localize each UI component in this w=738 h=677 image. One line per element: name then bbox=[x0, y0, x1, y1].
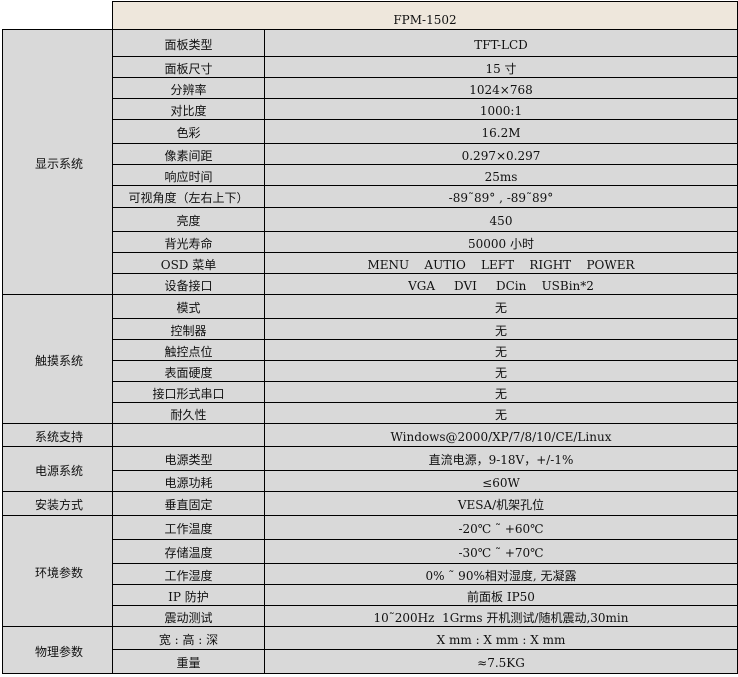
spec-row: 分辨率 1024×768 bbox=[3, 77, 738, 99]
spec-value: 0% ˜ 90%相对湿度, 无凝露 bbox=[264, 563, 738, 585]
spec-label bbox=[112, 423, 265, 447]
spec-row: 表面硬度无 bbox=[3, 360, 738, 382]
spec-label: 工作温度 bbox=[112, 515, 265, 540]
spec-value: 10˜200Hz 1Grms 开机测试/随机震动,30min bbox=[264, 605, 738, 627]
group-label: 电源系统 bbox=[2, 446, 113, 492]
spec-row: IP 防护 前面板 IP50 bbox=[3, 584, 738, 606]
spec-label: 触控点位 bbox=[112, 339, 265, 361]
spec-value: 1024×768 bbox=[264, 77, 738, 99]
spec-row: 显示系统 面板类型 TFT-LCD bbox=[2, 29, 738, 295]
spec-row: 工作湿度 0% ˜ 90%相对湿度, 无凝露 bbox=[3, 563, 738, 585]
spec-label: 面板类型 bbox=[112, 29, 265, 57]
spec-row: 电源系统 电源类型 直流电源，9-18V，+/-1% bbox=[2, 446, 738, 492]
spec-label: 重量 bbox=[112, 649, 265, 674]
spec-label: 存储温度 bbox=[112, 539, 265, 564]
spec-value: 无 bbox=[264, 381, 738, 403]
spec-label: 对比度 bbox=[112, 98, 265, 120]
spec-label: 表面硬度 bbox=[112, 360, 265, 382]
spec-value: 50000 小时 bbox=[264, 231, 738, 253]
spec-value: Windows@2000/XP/7/8/10/CE/Linux bbox=[264, 423, 738, 447]
spec-value: 直流电源，9-18V，+/-1% bbox=[264, 446, 738, 471]
group-label: 触摸系统 bbox=[2, 294, 113, 424]
spec-value: TFT-LCD bbox=[264, 29, 738, 57]
spec-value: VGA DVI DCin USBin*2 bbox=[264, 273, 738, 295]
spec-value: 无 bbox=[264, 360, 738, 382]
spec-value: 0.297×0.297 bbox=[264, 143, 738, 165]
spec-row: 电源功耗 ≤60W bbox=[3, 470, 738, 492]
group-label: 环境参数 bbox=[2, 515, 113, 627]
spec-label: 电源功耗 bbox=[112, 470, 265, 492]
spec-row: 重量 ≈7.5KG bbox=[3, 649, 738, 674]
spec-label: 像素间距 bbox=[112, 143, 265, 165]
spec-row: 系统支持 Windows@2000/XP/7/8/10/CE/Linux bbox=[2, 423, 738, 447]
spec-row: 面板尺寸 15 寸 bbox=[3, 56, 738, 78]
spec-row: 响应时间 25ms bbox=[3, 164, 738, 186]
spec-row: 背光寿命 50000 小时 bbox=[3, 231, 738, 253]
group-label: 物理参数 bbox=[2, 626, 113, 674]
spec-value: 16.2M bbox=[264, 119, 738, 144]
spec-row: OSD 菜单 MENU AUTIO LEFT RIGHT POWER bbox=[3, 252, 738, 274]
spec-row: 触摸系统 模式无 bbox=[2, 294, 738, 424]
model-name: FPM-1502 bbox=[112, 1, 738, 30]
spec-label: 色彩 bbox=[112, 119, 265, 144]
spec-row: 触控点位无 bbox=[3, 339, 738, 361]
spec-row: 存储温度 -30℃ ˜ +70℃ bbox=[3, 539, 738, 564]
spec-label: 垂直固定 bbox=[112, 491, 265, 516]
spec-row: 像素间距 0.297×0.297 bbox=[3, 143, 738, 165]
spec-label: 响应时间 bbox=[112, 164, 265, 186]
spec-value: 无 bbox=[264, 339, 738, 361]
spec-label: 宽 : 高 : 深 bbox=[112, 626, 265, 650]
spec-row: 接口形式串口无 bbox=[3, 381, 738, 403]
spec-label: 背光寿命 bbox=[112, 231, 265, 253]
spec-value: 15 寸 bbox=[264, 56, 738, 78]
spec-row: 震动测试 10˜200Hz 1Grms 开机测试/随机震动,30min bbox=[3, 605, 738, 627]
spec-value: 25ms bbox=[264, 164, 738, 186]
group-label: 显示系统 bbox=[2, 29, 113, 295]
spec-value: X mm : X mm : X mm bbox=[264, 626, 738, 650]
spec-label: 耐久性 bbox=[112, 402, 265, 424]
spec-label: 工作湿度 bbox=[112, 563, 265, 585]
spec-value: ≤60W bbox=[264, 470, 738, 492]
spec-row: 色彩 16.2M bbox=[3, 119, 738, 144]
spec-row: 环境参数 工作温度 -20℃ ˜ +60℃ bbox=[2, 515, 738, 627]
spec-value: 前面板 IP50 bbox=[264, 584, 738, 606]
spec-row: 安装方式 垂直固定 VESA/机架孔位 bbox=[2, 491, 738, 516]
spec-row: 可视角度（左右上下） -89˜89° , -89˜89° bbox=[3, 185, 738, 208]
spec-label: 震动测试 bbox=[112, 605, 265, 627]
spec-value: 无 bbox=[264, 402, 738, 424]
spec-label: 亮度 bbox=[112, 207, 265, 232]
spec-label: OSD 菜单 bbox=[112, 252, 265, 274]
spec-row: 设备接口 VGA DVI DCin USBin*2 bbox=[3, 273, 738, 295]
spec-value: -20℃ ˜ +60℃ bbox=[264, 515, 738, 540]
spec-row: 亮度 450 bbox=[3, 207, 738, 232]
spec-row: 控制器无 bbox=[3, 318, 738, 340]
spec-value: -89˜89° , -89˜89° bbox=[264, 185, 738, 208]
spec-value: 450 bbox=[264, 207, 738, 232]
spec-label: 设备接口 bbox=[112, 273, 265, 295]
spec-value: -30℃ ˜ +70℃ bbox=[264, 539, 738, 564]
spec-label: 模式 bbox=[112, 294, 265, 319]
spec-row: 对比度 1000:1 bbox=[3, 98, 738, 120]
group-label: 系统支持 bbox=[2, 423, 113, 447]
header-row: FPM-1502 bbox=[2, 1, 738, 30]
spec-label: 电源类型 bbox=[112, 446, 265, 471]
blank-corner bbox=[2, 1, 113, 30]
group-label: 安装方式 bbox=[2, 491, 113, 516]
spec-label: 可视角度（左右上下） bbox=[112, 185, 265, 208]
spec-label: 接口形式串口 bbox=[112, 381, 265, 403]
spec-row: 耐久性无 bbox=[3, 402, 738, 424]
spec-label: 分辨率 bbox=[112, 77, 265, 99]
spec-value: 1000:1 bbox=[264, 98, 738, 120]
spec-value: VESA/机架孔位 bbox=[264, 491, 738, 516]
spec-value: 无 bbox=[264, 318, 738, 340]
spec-value: ≈7.5KG bbox=[264, 649, 738, 674]
spec-value: 无 bbox=[264, 294, 738, 319]
spec-label: 面板尺寸 bbox=[112, 56, 265, 78]
spec-label: IP 防护 bbox=[112, 584, 265, 606]
spec-label: 控制器 bbox=[112, 318, 265, 340]
spec-value: MENU AUTIO LEFT RIGHT POWER bbox=[264, 252, 738, 274]
